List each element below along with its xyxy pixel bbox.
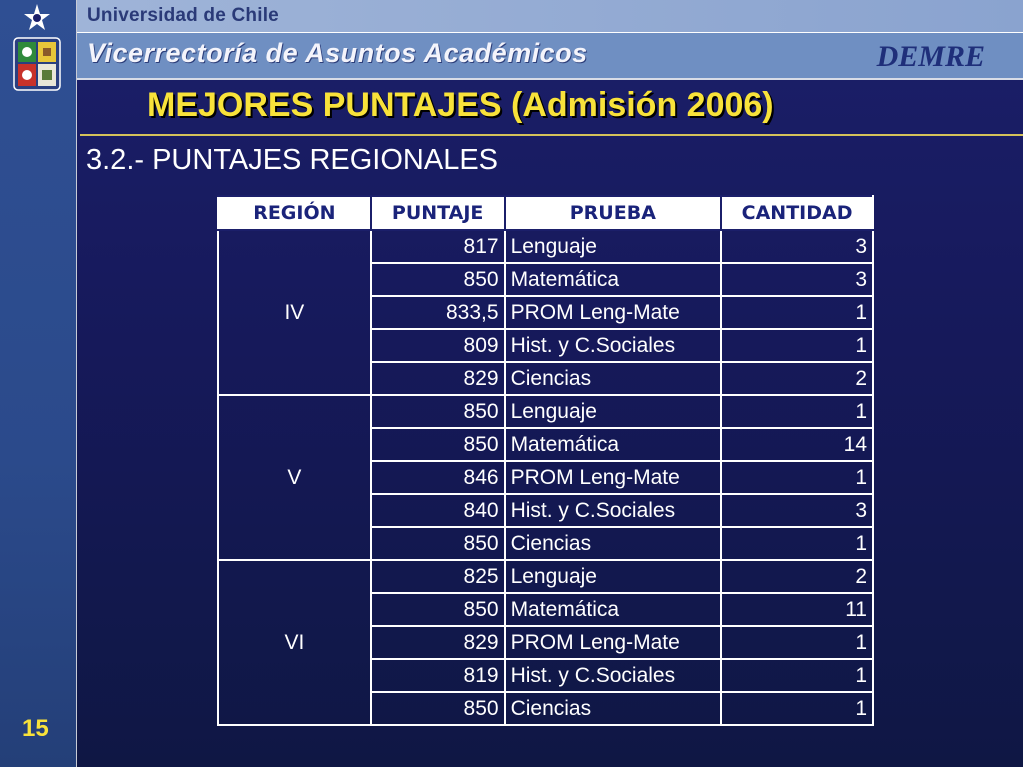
header-region: REGIÓN	[217, 195, 372, 231]
test-cell: Lenguaje	[503, 394, 723, 429]
table-row: 850 Matemática 14	[218, 427, 874, 462]
count-cell: 1	[720, 526, 874, 561]
score-cell: 850	[369, 394, 506, 429]
score-cell: 833,5	[369, 295, 506, 330]
score-cell: 846	[369, 460, 506, 495]
test-cell: Hist. y C.Sociales	[503, 658, 723, 693]
table-row: 846 PROM Leng-Mate 1	[218, 460, 874, 495]
table-row: 833,5 PROM Leng-Mate 1	[218, 295, 874, 330]
score-cell: 850	[369, 691, 506, 726]
count-cell: 14	[720, 427, 874, 462]
count-cell: 3	[720, 493, 874, 528]
test-cell: Hist. y C.Sociales	[503, 328, 723, 363]
header-score: PUNTAJE	[369, 195, 506, 231]
table-row: 819 Hist. y C.Sociales 1	[218, 658, 874, 693]
demre-label: DEMRE	[876, 40, 985, 73]
test-cell: Matemática	[503, 262, 723, 297]
test-cell: PROM Leng-Mate	[503, 460, 723, 495]
score-cell: 840	[369, 493, 506, 528]
table-row: 829 Ciencias 2	[218, 361, 874, 396]
test-cell: PROM Leng-Mate	[503, 295, 723, 330]
table-body: IV 817 Lenguaje 3 850 Matemática 3 833,5 PROM Le…	[217, 229, 874, 726]
university-crest-icon	[13, 4, 61, 91]
count-cell: 1	[720, 295, 874, 330]
count-cell: 1	[720, 658, 874, 693]
slide-title: MEJORES PUNTAJES (Admisión 2006)	[147, 86, 774, 124]
score-cell: 809	[369, 328, 506, 363]
table-row: VI 825 Lenguaje 2	[217, 559, 874, 726]
table-row: 850 Matemática 3	[218, 262, 874, 297]
table-row: 850 Ciencias 1	[218, 691, 874, 726]
score-cell: 817	[369, 229, 506, 264]
score-cell: 850	[369, 592, 506, 627]
page-number: 15	[22, 715, 49, 742]
region-cell: IV	[217, 229, 372, 396]
vicerrectoria-name: Vicerrectoría de Asuntos Académicos	[87, 38, 588, 68]
test-cell: Matemática	[503, 427, 723, 462]
count-cell: 1	[720, 625, 874, 660]
count-cell: 1	[720, 691, 874, 726]
score-cell: 850	[369, 262, 506, 297]
table-row: 809 Hist. y C.Sociales 1	[218, 328, 874, 363]
table-row: 840 Hist. y C.Sociales 3	[218, 493, 874, 528]
test-cell: Lenguaje	[503, 559, 723, 594]
count-cell: 2	[720, 559, 874, 594]
count-cell: 3	[720, 229, 874, 264]
university-name: Universidad de Chile	[87, 5, 279, 26]
header-test: PRUEBA	[503, 195, 723, 231]
table-header-row: REGIÓN PUNTAJE PRUEBA CANTIDAD	[217, 195, 874, 231]
score-cell: 825	[369, 559, 506, 594]
count-cell: 1	[720, 460, 874, 495]
test-cell: Ciencias	[503, 526, 723, 561]
score-cell: 850	[369, 526, 506, 561]
score-cell: 829	[369, 361, 506, 396]
table-row: 829 PROM Leng-Mate 1	[218, 625, 874, 660]
section-subtitle: 3.2.- PUNTAJES REGIONALES	[86, 144, 499, 176]
test-cell: PROM Leng-Mate	[503, 625, 723, 660]
count-cell: 3	[720, 262, 874, 297]
region-cell: VI	[217, 559, 372, 726]
test-cell: Matemática	[503, 592, 723, 627]
table-row: IV 817 Lenguaje 3	[217, 229, 874, 396]
regional-scores-table: REGIÓN PUNTAJE PRUEBA CANTIDAD IV 817 Leng…	[217, 195, 874, 726]
count-cell: 2	[720, 361, 874, 396]
score-cell: 850	[369, 427, 506, 462]
header-top-row: Universidad de Chile	[77, 0, 1023, 33]
header-count: CANTIDAD	[720, 195, 874, 231]
count-cell: 1	[720, 328, 874, 363]
table-row: 850 Matemática 11	[218, 592, 874, 627]
test-cell: Hist. y C.Sociales	[503, 493, 723, 528]
title-divider	[80, 134, 1023, 136]
table-row: V 850 Lenguaje 1	[217, 394, 874, 561]
count-cell: 1	[720, 394, 874, 429]
count-cell: 11	[720, 592, 874, 627]
test-cell: Ciencias	[503, 361, 723, 396]
table-row: 850 Ciencias 1	[218, 526, 874, 561]
left-sidebar-strip: 15	[0, 0, 77, 767]
score-cell: 819	[369, 658, 506, 693]
test-cell: Lenguaje	[503, 229, 723, 264]
score-cell: 829	[369, 625, 506, 660]
region-cell: V	[217, 394, 372, 561]
header-banner: Universidad de Chile Vicerrectoría de As…	[77, 0, 1023, 80]
test-cell: Ciencias	[503, 691, 723, 726]
